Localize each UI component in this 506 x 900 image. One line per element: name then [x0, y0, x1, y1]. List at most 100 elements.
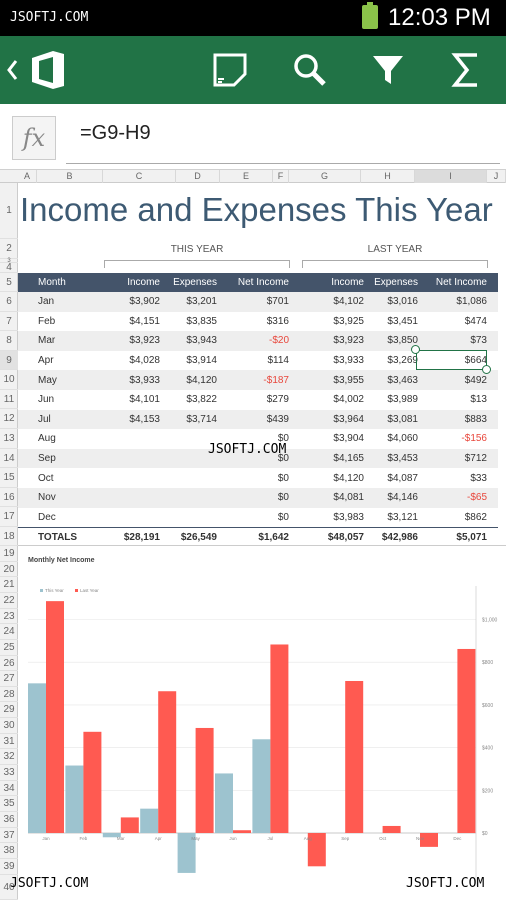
table-cell[interactable]: $3,121	[387, 511, 418, 523]
row-header[interactable]: 16	[0, 488, 18, 507]
table-cell[interactable]: $0	[277, 472, 289, 484]
table-cell[interactable]: $664	[464, 355, 487, 367]
row-header[interactable]: 5	[0, 273, 18, 292]
table-cell[interactable]: Expenses	[173, 277, 217, 288]
table-cell[interactable]: Income	[331, 277, 364, 288]
table-cell[interactable]: Jul	[38, 413, 51, 425]
table-cell[interactable]: $862	[464, 511, 487, 523]
row-header[interactable]: 12	[0, 409, 18, 429]
column-header[interactable]: B	[37, 170, 103, 183]
table-cell[interactable]: $3,923	[129, 335, 160, 347]
row-header[interactable]: 20	[0, 562, 18, 577]
table-cell[interactable]: Aug	[38, 433, 56, 445]
table-cell[interactable]: $3,943	[186, 335, 217, 347]
back-icon[interactable]	[0, 48, 24, 92]
row-header[interactable]: 37	[0, 828, 18, 843]
row-header[interactable]: 22	[0, 593, 18, 609]
table-cell[interactable]: $4,101	[129, 394, 160, 406]
row-header[interactable]: 3	[0, 258, 18, 264]
row-header[interactable]: 27	[0, 671, 18, 687]
table-cell[interactable]: $439	[266, 413, 289, 425]
table-cell[interactable]: $3,269	[387, 355, 418, 367]
row-header[interactable]: 15	[0, 468, 18, 488]
table-cell[interactable]: $3,714	[186, 413, 217, 425]
table-cell[interactable]: $33	[470, 472, 487, 484]
table-cell[interactable]: Sep	[38, 453, 56, 465]
row-header[interactable]: 34	[0, 781, 18, 796]
row-header[interactable]: 14	[0, 449, 18, 468]
table-cell[interactable]: $4,028	[129, 355, 160, 367]
selection-handle-start[interactable]	[411, 345, 420, 354]
worksheet[interactable]: Income and Expenses This Year THIS YEAR …	[18, 183, 506, 900]
table-cell[interactable]: $3,835	[186, 315, 217, 327]
table-cell[interactable]: $4,120	[186, 374, 217, 386]
table-cell[interactable]: $5,071	[456, 531, 487, 543]
table-cell[interactable]: Apr	[38, 355, 54, 367]
table-cell[interactable]: $3,904	[333, 433, 364, 445]
row-header[interactable]: 17	[0, 507, 18, 527]
touch-mode-icon[interactable]	[208, 48, 252, 92]
table-cell[interactable]: Expenses	[374, 277, 418, 288]
table-cell[interactable]: $73	[470, 335, 487, 347]
table-cell[interactable]: Feb	[38, 315, 56, 327]
row-header[interactable]: 1	[0, 183, 18, 239]
filter-icon[interactable]	[366, 48, 410, 92]
table-cell[interactable]: May	[38, 374, 57, 386]
table-cell[interactable]: Income	[127, 277, 160, 288]
table-cell[interactable]: $3,081	[387, 413, 418, 425]
search-icon[interactable]	[288, 48, 332, 92]
sum-icon[interactable]	[444, 48, 488, 92]
table-cell[interactable]: $474	[464, 315, 487, 327]
table-cell[interactable]: $4,120	[333, 472, 364, 484]
table-cell[interactable]: $0	[277, 433, 289, 445]
table-cell[interactable]: $3,201	[186, 296, 217, 308]
table-cell[interactable]: $3,453	[387, 453, 418, 465]
insert-function-button[interactable]: fx	[12, 116, 56, 160]
column-header[interactable]: J	[487, 170, 506, 183]
table-cell[interactable]: $3,925	[333, 315, 364, 327]
table-cell[interactable]: $13	[470, 394, 487, 406]
table-cell[interactable]: -$65	[466, 492, 487, 504]
column-header[interactable]: A	[18, 170, 37, 183]
row-header[interactable]: 9	[0, 351, 18, 370]
row-header[interactable]: 29	[0, 702, 18, 718]
row-header[interactable]: 36	[0, 812, 18, 828]
row-header[interactable]: 26	[0, 656, 18, 671]
table-cell[interactable]: $4,087	[387, 472, 418, 484]
net-income-chart[interactable]: Monthly Net Income $1,000 $800 $600 $400 $200…	[18, 545, 506, 886]
table-cell[interactable]: $3,933	[129, 374, 160, 386]
table-cell[interactable]: $4,102	[333, 296, 364, 308]
table-cell[interactable]: Jun	[38, 394, 55, 406]
table-cell[interactable]: $316	[266, 315, 289, 327]
table-cell[interactable]: $4,002	[333, 394, 364, 406]
table-cell[interactable]: $3,989	[387, 394, 418, 406]
row-header[interactable]: 38	[0, 843, 18, 859]
row-header[interactable]: 35	[0, 796, 18, 812]
office-logo-icon[interactable]	[26, 48, 70, 92]
table-cell[interactable]: $3,955	[333, 374, 364, 386]
table-cell[interactable]: $4,153	[129, 413, 160, 425]
table-cell[interactable]: $883	[464, 413, 487, 425]
table-cell[interactable]: $48,057	[327, 531, 364, 543]
table-cell[interactable]: $114	[267, 355, 289, 367]
column-header[interactable]: F	[273, 170, 289, 183]
table-cell[interactable]: Oct	[38, 472, 54, 484]
column-header[interactable]: I	[415, 170, 487, 183]
table-cell[interactable]: Mar	[38, 335, 56, 347]
row-header[interactable]: 32	[0, 749, 18, 765]
table-cell[interactable]: Month	[38, 277, 66, 288]
row-header[interactable]: 30	[0, 718, 18, 734]
column-header[interactable]: G	[289, 170, 361, 183]
table-cell[interactable]: $28,191	[123, 531, 160, 543]
table-cell[interactable]: $712	[464, 453, 487, 465]
row-header[interactable]: 39	[0, 859, 18, 875]
table-cell[interactable]: Jan	[38, 296, 55, 308]
table-cell[interactable]: $3,902	[129, 296, 160, 308]
table-cell[interactable]: $279	[266, 394, 289, 406]
selected-cell[interactable]	[416, 350, 487, 370]
table-cell[interactable]: $3,463	[387, 374, 418, 386]
table-cell[interactable]: $4,151	[129, 315, 160, 327]
table-cell[interactable]: TOTALS	[38, 531, 78, 543]
table-cell[interactable]: $42,986	[381, 531, 418, 543]
table-cell[interactable]: Net Income	[237, 277, 289, 288]
